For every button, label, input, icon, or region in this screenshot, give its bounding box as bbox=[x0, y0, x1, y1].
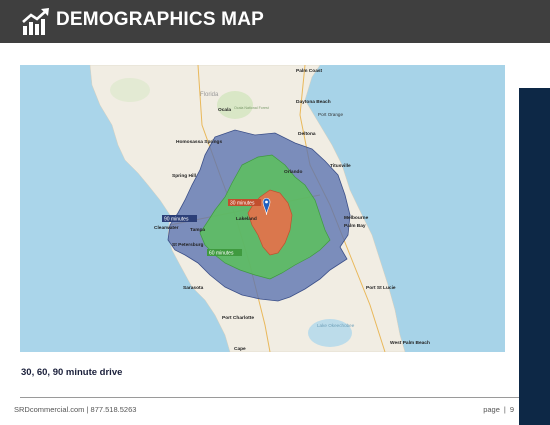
region-florida: Florida bbox=[200, 92, 219, 98]
ocala-national-forest: Ocala National Forest bbox=[234, 106, 269, 110]
svg-text:60 minutes: 60 minutes bbox=[209, 251, 234, 257]
city-west-palm-beach: West Palm Beach bbox=[390, 340, 430, 346]
footer-page-info: page | 9 bbox=[483, 405, 514, 414]
city-spring-hill: Spring Hill bbox=[172, 173, 196, 179]
zone-90-label: 90 minutes bbox=[162, 215, 197, 223]
header-bar: DEMOGRAPHICS MAP bbox=[0, 0, 550, 43]
city-port-orange: Port Orange bbox=[318, 112, 343, 117]
zone-30-label: 30 minutes bbox=[228, 199, 261, 207]
footer-divider bbox=[20, 397, 519, 398]
city-port-charlotte: Port Charlotte bbox=[222, 315, 254, 321]
side-accent-bar bbox=[519, 88, 550, 425]
city-lakeland: Lakeland bbox=[236, 216, 257, 222]
footer-contact[interactable]: SRDcommercial.com | 877.518.5263 bbox=[14, 405, 137, 414]
city-titusville: Titusville bbox=[330, 163, 351, 169]
page-title: DEMOGRAPHICS MAP bbox=[56, 9, 264, 30]
city-palm-bay: Palm Bay bbox=[344, 223, 366, 229]
city-clearwater: Clearwater bbox=[154, 225, 179, 231]
city-cape: Cape bbox=[234, 346, 246, 352]
svg-text:30 minutes: 30 minutes bbox=[230, 201, 255, 207]
location-pin-icon[interactable] bbox=[262, 197, 271, 216]
city-port-st-lucie: Port St Lucie bbox=[366, 285, 396, 291]
city-ocala: Ocala bbox=[218, 107, 231, 113]
city-st-petersburg: St Petersburg bbox=[172, 242, 204, 248]
park-area bbox=[110, 78, 150, 102]
svg-text:90 minutes: 90 minutes bbox=[164, 217, 189, 223]
city-deltona: Deltona bbox=[298, 131, 316, 137]
zone-30-polygon bbox=[247, 189, 293, 256]
map-caption: 30, 60, 90 minute drive bbox=[21, 367, 123, 378]
lake-okeechobee-label: Lake Okeechobee bbox=[317, 323, 355, 328]
demographics-map[interactable]: 30 minutes 60 minutes 90 minutes Palm Co… bbox=[20, 65, 505, 352]
city-orlando: Orlando bbox=[284, 169, 302, 175]
city-tampa: Tampa bbox=[190, 227, 205, 233]
city-palm-coast: Palm Coast bbox=[296, 68, 323, 74]
city-daytona-beach: Daytona Beach bbox=[296, 99, 331, 105]
lake-okeechobee bbox=[308, 319, 352, 347]
page-separator: | bbox=[503, 405, 506, 414]
page-number: 9 bbox=[509, 405, 514, 414]
city-melbourne: Melbourne bbox=[344, 215, 369, 221]
ocala-forest-area bbox=[217, 91, 253, 119]
zone-60-label: 60 minutes bbox=[207, 249, 242, 257]
city-homosassa-springs: Homosassa Springs bbox=[176, 139, 222, 145]
page-label: page bbox=[483, 405, 500, 414]
city-sarasota: Sarasota bbox=[183, 285, 204, 291]
growth-chart-icon bbox=[22, 8, 49, 35]
